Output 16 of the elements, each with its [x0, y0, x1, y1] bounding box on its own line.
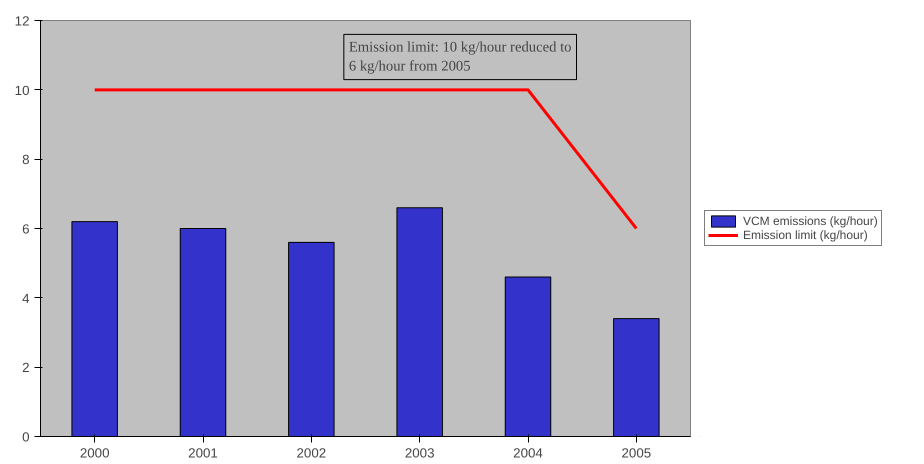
x-tick-label: 2005 [622, 446, 652, 460]
y-tick-label: 2 [22, 360, 30, 376]
annotation: Emission limit: 10 kg/hour reduced to 6 kg/hour from 2005 [348, 39, 572, 75]
y-tick-label: 4 [22, 290, 30, 306]
y-tick-label: 12 [14, 14, 30, 28]
x-tick-label: 2004 [513, 446, 544, 460]
legend-label: VCM emissions (kg/hour) [743, 214, 878, 228]
y-tick-label: 10 [14, 82, 30, 98]
legend-label: Emission limit (kg/hour) [743, 228, 868, 242]
x-tick-label: 2003 [404, 446, 434, 460]
x-tick-label: 2000 [80, 446, 110, 460]
y-tick-label: 8 [22, 152, 30, 168]
x-tick-label: 2001 [188, 446, 218, 460]
y-tick-label: 0 [22, 430, 30, 444]
y-tick-label: 6 [22, 222, 30, 236]
x-tick-label: 2002 [296, 446, 326, 460]
